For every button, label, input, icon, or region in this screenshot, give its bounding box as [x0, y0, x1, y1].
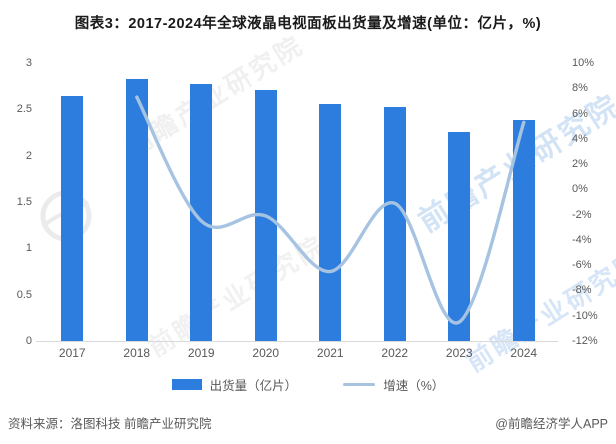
brand-note: @前瞻经济学人APP: [495, 417, 608, 431]
bar-2023: [448, 131, 471, 341]
bar-legend-label: 出货量（亿片）: [209, 379, 298, 393]
x-axis-label-2019: 2019: [187, 346, 215, 360]
right-axis-tick: 8%: [572, 82, 588, 95]
bar-2018: [125, 78, 148, 341]
source-note: 资料来源：洛图科技 前瞻产业研究院: [8, 417, 212, 431]
left-axis-tick: 1.5: [16, 196, 32, 208]
legend: 出货量（亿片） 增速（%）: [0, 375, 616, 394]
bar-column-2021: [298, 63, 363, 341]
bar-2022: [383, 106, 406, 341]
x-axis-label-2018: 2018: [123, 346, 151, 360]
x-axis-label-2022: 2022: [381, 346, 409, 360]
left-axis-tick: 3: [25, 57, 32, 69]
x-axis-label-2024: 2024: [510, 346, 538, 360]
right-axis-tick: 0%: [572, 183, 588, 196]
line-legend-label: 增速（%）: [383, 379, 445, 393]
legend-item-growth: 增速（%）: [343, 375, 444, 394]
right-axis-tick: -10%: [572, 309, 598, 322]
plot-area: [40, 63, 556, 341]
left-axis-tick: 2.5: [16, 103, 32, 116]
x-axis-label-2017: 2017: [58, 346, 86, 360]
bar-column-2020: [234, 63, 299, 341]
x-axis-line: [36, 341, 558, 342]
right-axis-tick: -4%: [572, 233, 592, 246]
bar-column-2024: [492, 63, 557, 341]
bar-column-2023: [427, 63, 492, 341]
bar-series: [40, 63, 556, 341]
x-axis-labels: 2017 2018 2019 2020 2021 2022 2023 2024: [40, 346, 556, 360]
right-axis-tick: -12%: [572, 335, 598, 347]
right-y-axis: 10% 8% 6% 4% 2% 0% -2% -4% -6% -8% -10% -12%: [572, 57, 614, 347]
line-legend-swatch: [343, 383, 376, 386]
right-axis-tick: 2%: [572, 158, 588, 171]
right-axis-tick: 10%: [572, 57, 595, 69]
x-axis-label-2020: 2020: [252, 346, 280, 360]
left-axis-tick: 1: [25, 242, 32, 255]
bar-legend-swatch: [171, 379, 202, 390]
bar-2019: [190, 84, 213, 341]
left-axis-tick: 2: [25, 149, 32, 162]
right-axis-tick: -6%: [572, 259, 592, 272]
left-axis-tick: 0.5: [16, 288, 32, 301]
left-axis-tick: 0: [25, 335, 32, 347]
bar-2021: [319, 103, 342, 341]
footer: 资料来源：洛图科技 前瞻产业研究院 @前瞻经济学人APP: [0, 413, 616, 432]
bar-column-2019: [169, 63, 234, 341]
x-axis-label-2021: 2021: [316, 346, 344, 360]
left-y-axis: 3 2.5 2 1.5 1 0.5 0: [0, 57, 34, 347]
chart-title: 图表3：2017-2024年全球液晶电视面板出货量及增速(单位：亿片，%): [74, 16, 542, 32]
bar-2017: [61, 96, 84, 341]
legend-item-shipments: 出货量（亿片）: [171, 375, 298, 394]
bar-column-2018: [105, 63, 170, 341]
bar-column-2022: [363, 63, 428, 341]
right-axis-tick: -8%: [572, 284, 592, 297]
bar-2020: [254, 89, 277, 341]
right-axis-tick: 4%: [572, 132, 588, 145]
x-axis-label-2023: 2023: [445, 346, 473, 360]
right-axis-tick: 6%: [572, 107, 588, 120]
right-axis-tick: -2%: [572, 208, 592, 221]
bar-2024: [512, 120, 535, 341]
bar-column-2017: [40, 63, 105, 341]
